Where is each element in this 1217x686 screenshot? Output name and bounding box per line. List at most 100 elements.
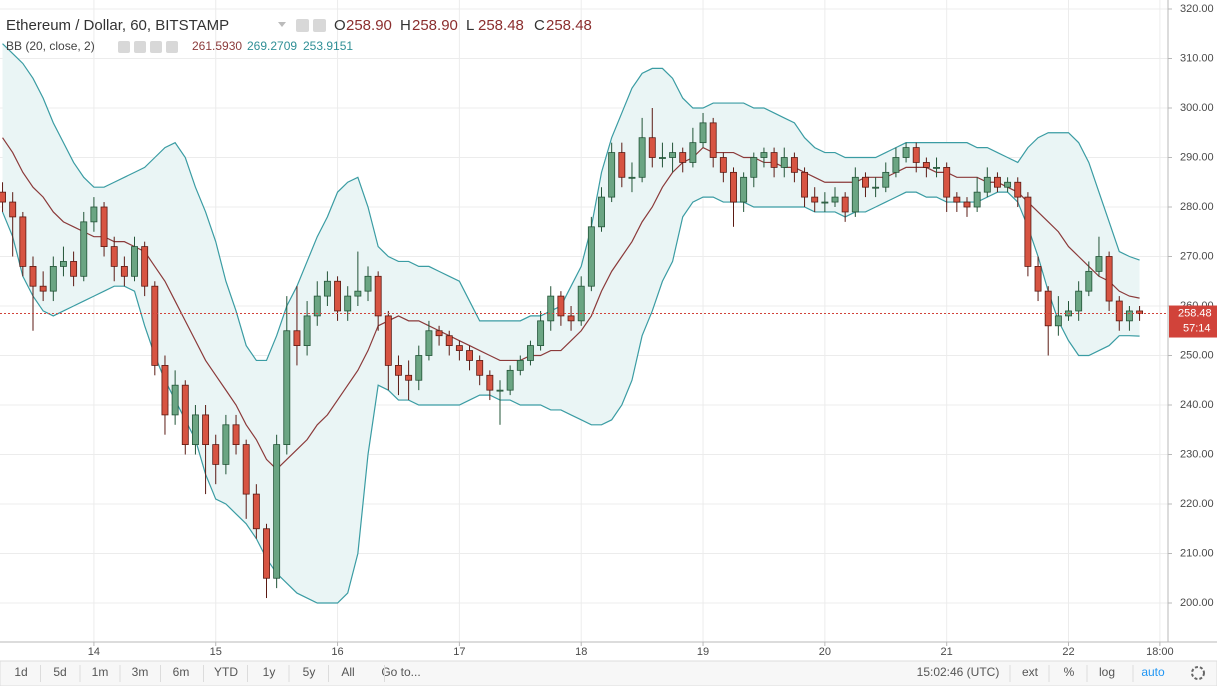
ohlc-value: 258.90: [346, 17, 392, 34]
option-button[interactable]: ext: [1022, 665, 1039, 679]
candle-body: [658, 157, 666, 159]
candle-body: [141, 246, 149, 287]
candle-body: [557, 295, 565, 317]
settings-gear[interactable]: [1191, 666, 1205, 680]
range-button[interactable]: Go to...: [381, 665, 420, 679]
candle-body: [516, 360, 524, 371]
candle-body: [801, 171, 809, 198]
candle-body: [80, 221, 88, 277]
ohlc-key: L: [466, 17, 474, 34]
candle-body: [405, 374, 413, 381]
candle-body: [303, 315, 311, 347]
candle-body: [943, 167, 951, 198]
range-button[interactable]: YTD: [214, 665, 238, 679]
candle-body: [313, 295, 321, 317]
last-price-box: [1169, 305, 1217, 338]
axes: 200.00210.00220.00230.00240.00250.00260.…: [88, 3, 1217, 658]
candle-body: [780, 157, 788, 168]
candle-body: [374, 275, 382, 317]
candle-body: [669, 152, 677, 158]
indicator-icon[interactable]: [118, 41, 130, 53]
option-button[interactable]: %: [1064, 665, 1075, 679]
candle-body: [506, 369, 514, 391]
candle-body: [1125, 310, 1133, 322]
x-tick-label: 16: [331, 646, 343, 658]
x-tick-label: 22: [1062, 646, 1074, 658]
candle-body: [638, 137, 646, 178]
option-button[interactable]: log: [1099, 665, 1115, 679]
candle-body: [1136, 310, 1144, 314]
dropdown-icon[interactable]: [278, 22, 286, 27]
candle-body: [445, 335, 453, 347]
range-button[interactable]: 6m: [173, 665, 190, 679]
indicator-icon[interactable]: [150, 41, 162, 53]
candle-body: [131, 246, 138, 277]
candle-body: [1054, 315, 1062, 327]
ohlc-values: O 258.90 H 258.90 L 258.48 C 258.48: [334, 17, 592, 34]
settings-icon[interactable]: [296, 19, 309, 32]
candle-body: [435, 330, 443, 337]
settings-icon[interactable]: [313, 19, 326, 32]
candle-body: [344, 295, 352, 312]
candle-body: [171, 384, 179, 416]
candle-body: [1044, 290, 1052, 327]
indicator-icon[interactable]: [134, 41, 146, 53]
candle-body: [922, 162, 930, 168]
range-button[interactable]: All: [341, 665, 354, 679]
candle-body: [527, 345, 534, 361]
candle-body: [202, 414, 210, 445]
x-tick-label: 17: [453, 646, 465, 658]
candle-body: [323, 280, 331, 297]
range-button[interactable]: 1d: [14, 665, 27, 679]
indicator-name: BB (20, close, 2): [6, 39, 95, 53]
toolbar-buttons: 1d 5d 1m 3m 6m YTD 1y 5y All Go to... 15:02:46 (UT…: [14, 665, 1165, 682]
indicator-value: 261.5930: [192, 39, 242, 53]
clock: 15:02:46 (UTC): [917, 665, 1000, 679]
candle-body: [90, 206, 98, 223]
candle-body: [354, 290, 362, 297]
y-tick-label: 310.00: [1180, 52, 1214, 64]
candle-body: [242, 444, 250, 495]
y-tick-label: 280.00: [1180, 201, 1214, 213]
candle-body: [993, 176, 1001, 188]
candle-body: [760, 152, 768, 158]
y-tick-label: 250.00: [1180, 349, 1214, 361]
candle-body: [455, 345, 463, 351]
y-tick-label: 220.00: [1180, 498, 1214, 510]
candle-body: [151, 285, 159, 366]
candle-body: [790, 157, 798, 173]
candle-body: [892, 157, 900, 173]
candle-body: [608, 152, 616, 198]
candle-body: [577, 285, 585, 322]
range-button[interactable]: 5d: [53, 665, 66, 679]
candle-body: [719, 157, 727, 173]
range-button[interactable]: 1y: [263, 665, 276, 679]
candle-body: [384, 315, 392, 366]
candle-body: [110, 246, 118, 267]
ohlc-value: 258.48: [478, 17, 524, 34]
range-button[interactable]: 3m: [132, 665, 149, 679]
candle-body: [222, 424, 230, 465]
candle-body: [334, 280, 342, 312]
candle-body: [283, 330, 291, 445]
candle-body: [821, 201, 829, 204]
range-button[interactable]: 1m: [92, 665, 109, 679]
candle-body: [547, 295, 555, 322]
option-button[interactable]: auto: [1141, 665, 1165, 679]
candle-body: [902, 147, 910, 158]
candle-body: [851, 176, 859, 213]
candle-body: [912, 147, 920, 163]
range-button[interactable]: 5y: [303, 665, 316, 679]
candle-body: [60, 261, 67, 267]
candle-body: [689, 142, 697, 163]
plot-area: [0, 43, 1168, 604]
candle-body: [70, 261, 78, 277]
candle-body: [587, 226, 595, 287]
candle-body: [811, 196, 819, 203]
last-price-label: 258.48: [1178, 307, 1212, 319]
candle-body: [476, 360, 484, 376]
indicator-icon[interactable]: [166, 41, 178, 53]
candle-body: [1034, 266, 1042, 292]
indicator-value: 269.2709: [247, 39, 297, 53]
candle-body: [1115, 300, 1123, 322]
